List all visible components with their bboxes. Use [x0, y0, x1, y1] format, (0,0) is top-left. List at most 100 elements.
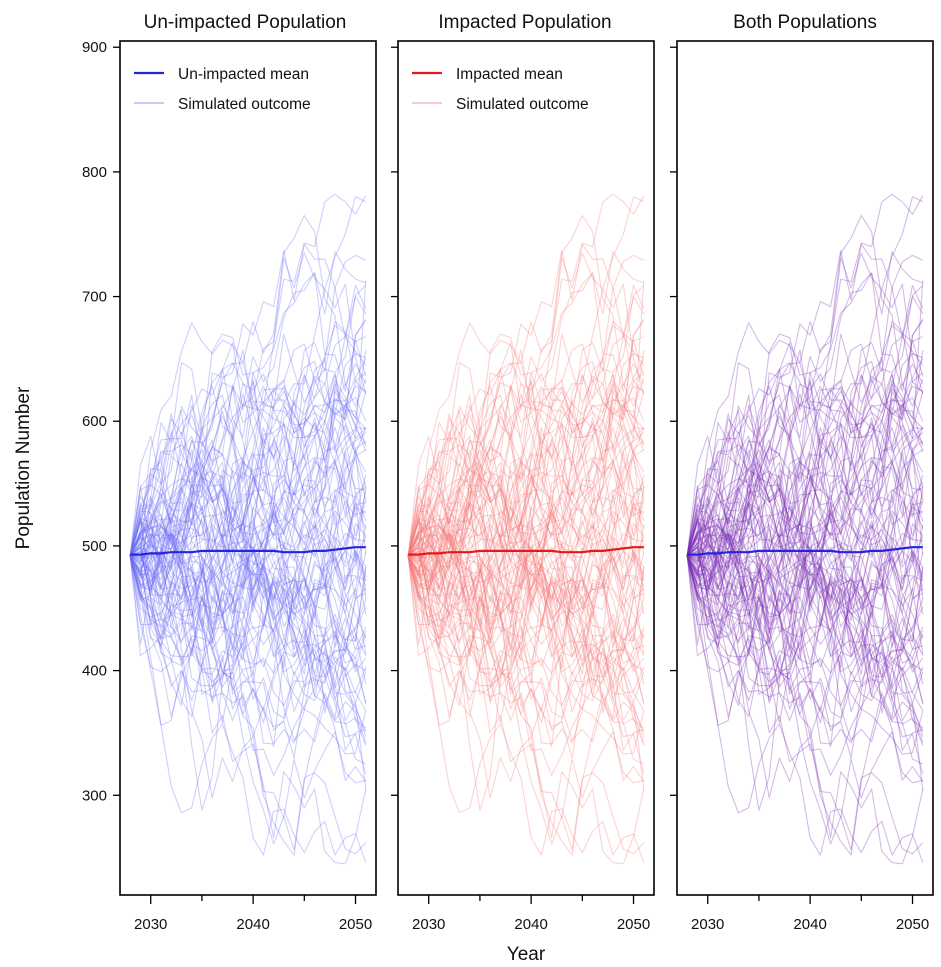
simulated-outcome-line [686, 362, 924, 675]
simulated-outcome-line [129, 374, 367, 618]
simulated-outcome-line [686, 360, 924, 718]
simulated-outcome-line [129, 514, 367, 668]
simulated-outcome-line [407, 374, 645, 618]
simulated-outcome-line [407, 512, 645, 692]
simulated-outcome-line [407, 550, 645, 704]
simulated-outcome-line [407, 214, 645, 557]
simulated-outcome-line [129, 555, 366, 819]
simulated-outcome-line [407, 555, 645, 782]
simulated-outcome-line [407, 516, 645, 591]
simulated-outcome-line [686, 448, 924, 732]
simulated-outcome-line [129, 362, 367, 675]
simulated-outcome-line [686, 319, 924, 557]
simulated-outcome-line [687, 385, 923, 557]
simulated-outcome-line [129, 501, 366, 718]
simulated-outcome-line [686, 243, 924, 606]
simulated-outcome-line [686, 375, 924, 557]
simulated-outcome-line [686, 514, 924, 668]
simulated-outcome-line [407, 497, 645, 765]
simulated-outcome-line [686, 478, 924, 775]
simulated-outcome-line [129, 471, 367, 704]
simulated-outcome-line [686, 471, 924, 704]
simulated-outcome-line [686, 373, 924, 673]
simulated-outcome-line [407, 333, 645, 583]
simulated-outcome-line [407, 555, 644, 819]
simulated-outcome-line [407, 495, 645, 685]
simulated-outcome-line [407, 555, 645, 863]
simulated-outcome-line [407, 510, 645, 744]
simulated-outcome-line [129, 550, 367, 685]
simulated-outcome-line [129, 426, 366, 557]
simulated-outcome-line [407, 499, 645, 633]
simulated-outcome-line [407, 272, 645, 557]
simulated-outcome-line [686, 284, 924, 687]
simulated-outcome-line [407, 507, 645, 624]
simulated-outcome-line [129, 375, 367, 557]
simulated-outcome-line [129, 333, 367, 583]
simulated-outcome-line [130, 555, 367, 791]
simulated-outcome-line [686, 517, 924, 707]
simulated-outcome-line [686, 547, 923, 689]
simulated-outcome-line [686, 285, 924, 557]
simulated-outcome-line [408, 283, 645, 594]
simulated-outcome-line [129, 193, 367, 557]
simulated-outcome-line [686, 411, 924, 615]
simulated-outcome-line [129, 502, 367, 729]
simulated-outcome-line [407, 375, 645, 557]
x-tick-label: 2040 [236, 916, 269, 933]
x-tick-label: 2030 [691, 916, 724, 933]
simulated-outcome-line [407, 362, 645, 675]
simulated-outcome-line [129, 243, 367, 606]
simulated-outcome-line [686, 435, 924, 639]
simulated-outcome-line [687, 460, 924, 711]
simulated-outcome-line [686, 409, 924, 597]
simulated-outcome-line [686, 403, 924, 599]
y-tick-label: 700 [82, 289, 107, 306]
simulated-outcome-line [129, 550, 367, 704]
simulated-outcome-line [407, 471, 645, 704]
simulated-outcome-line [407, 193, 645, 557]
simulated-outcome-line [407, 501, 644, 718]
simulated-outcome-line [129, 555, 367, 745]
simulated-outcome-line [130, 357, 367, 559]
simulated-outcome-line [687, 283, 924, 594]
simulated-outcome-line [407, 408, 645, 588]
y-tick-label: 800 [82, 164, 107, 181]
simulated-outcome-line [687, 459, 924, 650]
simulated-outcome-line [130, 520, 367, 642]
simulated-outcome-line [129, 555, 367, 755]
simulated-outcome-line [129, 373, 367, 628]
simulated-outcome-line [686, 254, 924, 556]
simulated-outcome-line [407, 320, 645, 642]
simulated-outcome-line [407, 550, 645, 685]
panel-unimpacted: Un-impacted Population 2030 2040 2050 300 4… [82, 12, 377, 933]
simulated-outcome-line [686, 473, 924, 663]
simulated-outcome-line [408, 459, 645, 650]
y-axis-ticks: 300 400 500 600 700 800 900 [82, 39, 120, 804]
simulated-outcome-line [129, 350, 367, 579]
simulated-outcome-line [686, 335, 924, 579]
panel-both: Both Populations 2030 2040 2050 [670, 12, 934, 933]
simulated-outcome-line [129, 285, 367, 557]
simulated-outcome-line [129, 358, 367, 581]
simulated-outcome-line [407, 254, 645, 556]
simulated-outcome-line [407, 555, 645, 745]
simulated-outcome-line [407, 449, 645, 704]
simulated-outcome-line [130, 283, 367, 594]
simulated-outcome-line [407, 439, 645, 622]
simulated-outcome-line [686, 555, 924, 759]
simulated-outcome-line [686, 193, 924, 557]
simulated-outcome-line [129, 385, 367, 639]
simulated-outcome-line [686, 214, 924, 557]
x-axis-ticks-impacted: 2030 2040 2050 [391, 46, 650, 933]
simulated-outcome-line [129, 319, 367, 557]
simulated-outcome-line [129, 324, 367, 577]
simulated-outcome-line [129, 534, 367, 650]
simulated-outcome-line [686, 460, 924, 640]
simulated-outcome-line [407, 362, 645, 557]
simulated-outcome-line [407, 555, 645, 714]
simulated-outcome-line [407, 534, 645, 865]
simulated-outcome-line [129, 254, 367, 556]
simulated-outcome-line [686, 554, 923, 751]
simulated-outcome-line [686, 378, 924, 695]
